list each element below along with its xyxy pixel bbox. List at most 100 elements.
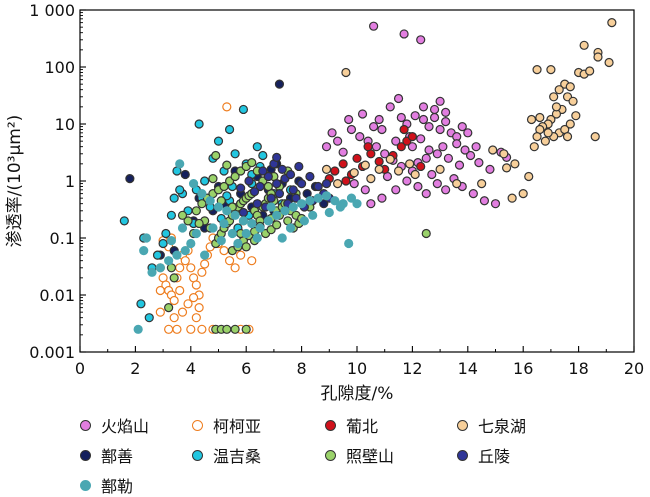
legend-item: 火焰山 [80, 414, 149, 436]
data-point [471, 142, 481, 152]
data-point [194, 218, 204, 229]
data-point [155, 285, 165, 296]
legend-marker [325, 419, 336, 431]
data-point [374, 164, 384, 174]
data-point [416, 161, 426, 172]
data-point [139, 246, 149, 256]
data-point [249, 187, 260, 197]
data-point [452, 179, 462, 189]
x-tick-label: 4 [186, 359, 196, 378]
data-point [241, 228, 251, 239]
legend-item: 葡北 [325, 414, 378, 436]
data-point [393, 93, 404, 104]
data-point [177, 210, 188, 220]
data-point [272, 179, 282, 189]
data-point [227, 228, 237, 239]
data-point [247, 158, 257, 168]
data-point [352, 199, 362, 209]
data-point [177, 223, 188, 233]
data-point [532, 132, 542, 142]
data-point [441, 117, 451, 127]
data-point [321, 164, 332, 174]
data-point [169, 273, 179, 283]
data-point [369, 122, 379, 132]
data-point [338, 147, 348, 157]
data-point [164, 256, 174, 266]
data-point [333, 179, 343, 189]
data-point [607, 18, 617, 28]
series-七泉湖 [321, 18, 617, 203]
x-tick-label: 0 [75, 359, 85, 378]
data-point [305, 171, 315, 182]
legend-label: 温吉桑 [213, 447, 262, 466]
data-point [593, 52, 603, 62]
data-point [465, 150, 476, 161]
data-point [424, 122, 434, 132]
data-point [443, 153, 454, 163]
data-point [175, 159, 185, 169]
data-point [200, 250, 210, 260]
data-point [194, 303, 204, 313]
data-point [208, 174, 218, 184]
data-point [230, 210, 240, 220]
data-point [369, 21, 379, 31]
data-point [208, 223, 218, 233]
data-point [297, 199, 307, 209]
legend-item: 柯柯亚 [192, 414, 261, 436]
data-point [518, 189, 528, 199]
data-point [280, 206, 290, 216]
data-point [288, 185, 298, 195]
data-point [144, 313, 154, 323]
data-point [274, 189, 285, 199]
data-point [161, 228, 171, 239]
y-tick-label: 100 [44, 58, 75, 77]
y-tick-label: 0.1 [50, 229, 75, 248]
data-point [152, 250, 163, 260]
data-point [191, 280, 201, 290]
data-point [272, 152, 282, 162]
data-point [136, 299, 146, 309]
data-point [238, 207, 249, 218]
data-point [590, 132, 600, 142]
data-point [551, 102, 562, 112]
data-point [230, 324, 240, 334]
data-point [529, 142, 539, 152]
data-point [224, 124, 235, 135]
data-point [374, 156, 384, 167]
data-point [247, 218, 257, 229]
data-point [385, 154, 395, 164]
data-point [244, 176, 254, 186]
data-point [410, 111, 420, 121]
data-point [294, 161, 304, 172]
data-point [393, 166, 404, 176]
data-point [241, 324, 251, 334]
data-point [299, 216, 309, 226]
data-point [357, 109, 368, 119]
data-point [424, 145, 434, 155]
data-point [172, 324, 182, 334]
data-point [391, 136, 401, 146]
data-point [305, 196, 315, 206]
data-point [377, 193, 387, 203]
data-point [418, 102, 429, 112]
data-point [349, 179, 359, 189]
legend-label: 柯柯亚 [213, 417, 262, 436]
data-point [319, 199, 329, 209]
data-point [291, 193, 301, 203]
data-point [499, 149, 509, 159]
legend-marker [80, 479, 91, 491]
legend-marker [325, 449, 336, 461]
data-point [313, 181, 323, 192]
data-point [427, 169, 437, 180]
data-point [435, 96, 445, 106]
data-point [457, 122, 467, 132]
data-point [460, 145, 470, 155]
data-point [463, 128, 473, 138]
data-point [344, 114, 354, 125]
data-point [477, 179, 487, 189]
data-point [366, 174, 376, 184]
legend-item: 温吉桑 [192, 444, 261, 466]
data-point [441, 107, 451, 117]
data-point [141, 233, 152, 243]
points-layer [119, 18, 617, 334]
